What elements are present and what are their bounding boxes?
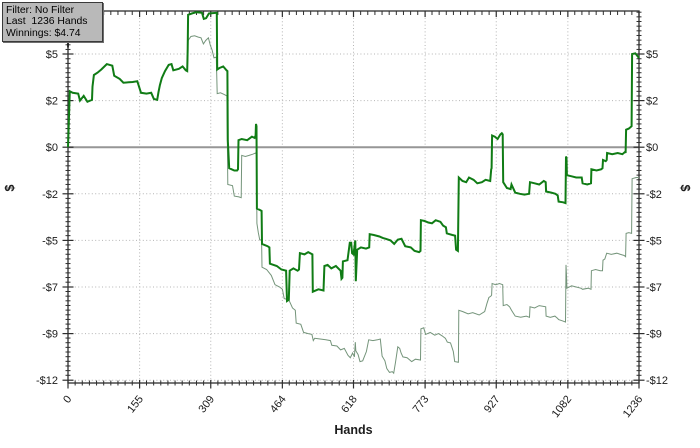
y-tick-label-right: -$7	[646, 282, 662, 294]
x-tick-label: 309	[196, 393, 217, 415]
x-tick-label: 0	[61, 393, 74, 405]
y-tick-label: -$7	[42, 282, 58, 294]
x-tick-label: 618	[339, 393, 360, 415]
tooltip-winnings-line: Winnings: $4.74	[6, 27, 81, 39]
y-tick-label: $0	[46, 142, 58, 154]
x-tick-label: 773	[411, 393, 432, 415]
x-tick-label: 464	[268, 393, 289, 415]
y-tick-label: -$2	[42, 189, 58, 201]
y-tick-label: $5	[46, 49, 58, 61]
y-tick-label-right: $0	[646, 142, 658, 154]
y-tick-label: -$5	[42, 235, 58, 247]
y-tick-label-right: -$12	[646, 375, 668, 387]
y-tick-label-right: $2	[646, 96, 658, 108]
plot-area[interactable]	[68, 11, 639, 383]
y-tick-label: -$9	[42, 329, 58, 341]
y-tick-label: -$12	[36, 375, 58, 387]
y-tick-label-right: -$5	[646, 235, 662, 247]
y-axis-title-right: $	[678, 185, 692, 192]
y-tick-label-right: $5	[646, 49, 658, 61]
x-tick-label: 155	[125, 393, 146, 415]
x-tick-label: 927	[482, 393, 503, 415]
x-axis-title: Hands	[334, 423, 372, 437]
y-tick-label: $2	[46, 96, 58, 108]
x-tick-label: 1236	[621, 393, 646, 420]
y-axis-title-left: $	[3, 184, 17, 191]
y-tick-label-right: -$9	[646, 329, 662, 341]
tooltip-hands-line: Last 1236 Hands	[6, 16, 88, 28]
x-tick-label: 1082	[550, 393, 575, 420]
series-winnings-line	[67, 11, 640, 303]
y-tick-label-right: -$2	[646, 189, 662, 201]
tooltip-box: Filter: No Filter Last 1236 Hands Winnin…	[2, 2, 103, 42]
tooltip-filter-line: Filter: No Filter	[6, 5, 75, 16]
